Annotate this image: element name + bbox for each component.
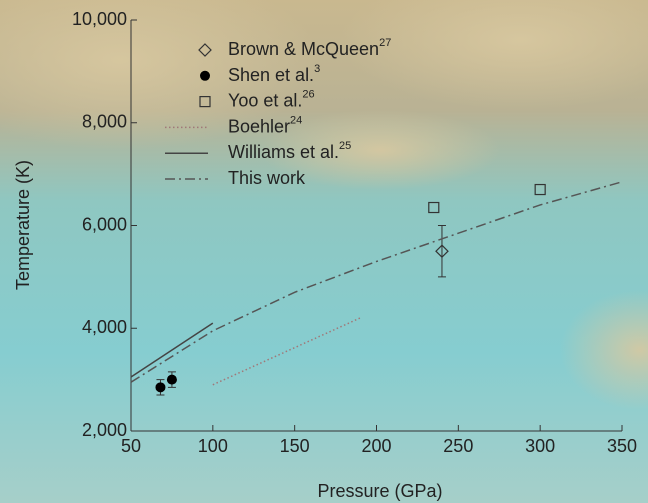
- data-point: [155, 382, 165, 392]
- x-tick-label: 350: [607, 436, 637, 456]
- legend-label: Williams et al.25: [228, 140, 351, 162]
- legend-name: Shen et al.: [228, 65, 314, 85]
- legend-name: Brown & McQueen: [228, 39, 379, 59]
- y-tick-label: 8,000: [82, 112, 127, 132]
- x-tick-label: 100: [198, 436, 228, 456]
- y-tick-label: 4,000: [82, 317, 127, 337]
- x-tick-label: 300: [525, 436, 555, 456]
- x-axis-label: Pressure (GPa): [317, 481, 442, 501]
- y-tick-label: 2,000: [82, 420, 127, 440]
- legend-ref: 27: [379, 37, 391, 49]
- legend-ref: 25: [339, 140, 351, 152]
- legend-symbol: [200, 71, 210, 81]
- legend-label: Brown & McQueen27: [228, 37, 391, 59]
- x-tick-label: 250: [443, 436, 473, 456]
- legend-ref: 3: [314, 63, 320, 75]
- legend-name: This work: [228, 168, 306, 188]
- data-point: [167, 375, 177, 385]
- legend-name: Yoo et al.: [228, 90, 302, 110]
- legend-label: This work: [228, 168, 306, 188]
- legend-label: Yoo et al.26: [228, 89, 315, 111]
- legend-name: Boehler: [228, 116, 290, 136]
- legend-name: Williams et al.: [228, 142, 339, 162]
- legend-ref: 24: [290, 114, 302, 126]
- legend-label: Shen et al.3: [228, 63, 320, 85]
- chart: Pressure (GPa) Temperature (K) 501001502…: [0, 0, 648, 503]
- y-axis-label: Temperature (K): [13, 160, 33, 290]
- x-tick-label: 200: [361, 436, 391, 456]
- legend-ref: 26: [302, 89, 314, 101]
- x-tick-label: 150: [280, 436, 310, 456]
- y-tick-label: 6,000: [82, 214, 127, 234]
- y-tick-label: 10,000: [72, 9, 127, 29]
